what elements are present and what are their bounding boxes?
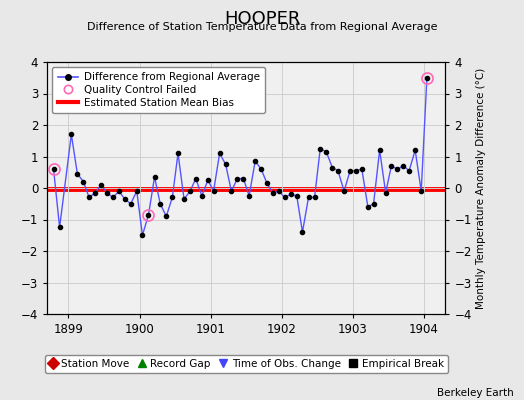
Legend: Station Move, Record Gap, Time of Obs. Change, Empirical Break: Station Move, Record Gap, Time of Obs. C… bbox=[45, 355, 448, 373]
Text: HOOPER: HOOPER bbox=[224, 10, 300, 28]
Text: Difference of Station Temperature Data from Regional Average: Difference of Station Temperature Data f… bbox=[87, 22, 437, 32]
Text: Berkeley Earth: Berkeley Earth bbox=[437, 388, 514, 398]
Y-axis label: Monthly Temperature Anomaly Difference (°C): Monthly Temperature Anomaly Difference (… bbox=[476, 67, 486, 309]
